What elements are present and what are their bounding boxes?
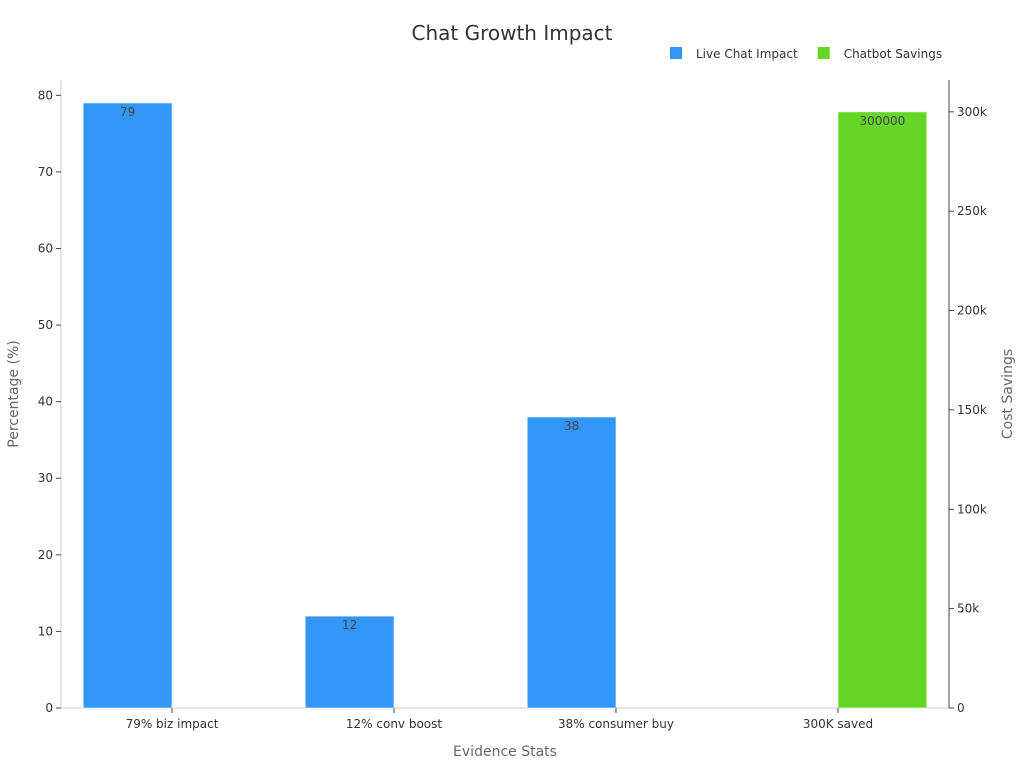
- x-axis-title: Evidence Stats: [453, 744, 557, 760]
- y-tick-label: 50: [38, 318, 53, 332]
- y2-tick-label: 200k: [957, 304, 987, 318]
- y-tick-label: 20: [38, 548, 53, 562]
- legend-swatch: [817, 47, 830, 59]
- chart-title: Chat Growth Impact: [411, 21, 612, 45]
- y-tick-label: 80: [38, 88, 53, 102]
- bar-value-label: 79: [120, 105, 135, 119]
- y2-tick-label: 50k: [957, 602, 979, 616]
- category-label: 12% conv boost: [346, 717, 443, 731]
- category-label: 38% consumer buy: [558, 717, 674, 731]
- y-tick-label: 10: [38, 624, 53, 638]
- y2-tick-label: 250k: [957, 204, 987, 218]
- y2-tick-label: 150k: [957, 403, 987, 417]
- legend-label: Live Chat Impact: [696, 47, 798, 61]
- y-axis-title: Percentage (%): [6, 340, 22, 447]
- bar-value-label: 300000: [859, 114, 905, 128]
- category-label: 79% biz impact: [126, 717, 219, 731]
- y2-tick-label: 0: [957, 701, 965, 715]
- y2-axis-title: Cost Savings: [1000, 349, 1016, 439]
- legend-swatch: [670, 47, 682, 59]
- bar: [304, 615, 395, 709]
- bar-value-label: 12: [342, 618, 357, 632]
- y-tick-label: 30: [38, 471, 53, 485]
- y-tick-label: 40: [38, 395, 53, 409]
- bar: [837, 111, 928, 709]
- legend: Live Chat Impact Chatbot Savings: [670, 47, 942, 61]
- y-tick-label: 60: [38, 241, 53, 255]
- y-tick-label: 0: [45, 701, 53, 715]
- category-labels: 79% biz impact 12% conv boost 38% consumer…: [126, 708, 873, 731]
- bars: 79 12 38 300000: [82, 102, 928, 709]
- legend-label: Chatbot Savings: [844, 47, 942, 61]
- bar: [526, 416, 617, 709]
- y-tick-label: 70: [38, 165, 53, 179]
- y2-tick-label: 100k: [957, 502, 987, 516]
- y2-tick-label: 300k: [957, 105, 987, 119]
- left-axis-ticks: 0 10 20 30 40 50 60 70 80: [38, 88, 61, 715]
- bar-value-label: 38: [564, 419, 579, 433]
- category-label: 300K saved: [803, 717, 873, 731]
- bar: [82, 102, 173, 709]
- right-axis-ticks: 0 50k 100k 150k 200k 250k 300k: [949, 105, 987, 715]
